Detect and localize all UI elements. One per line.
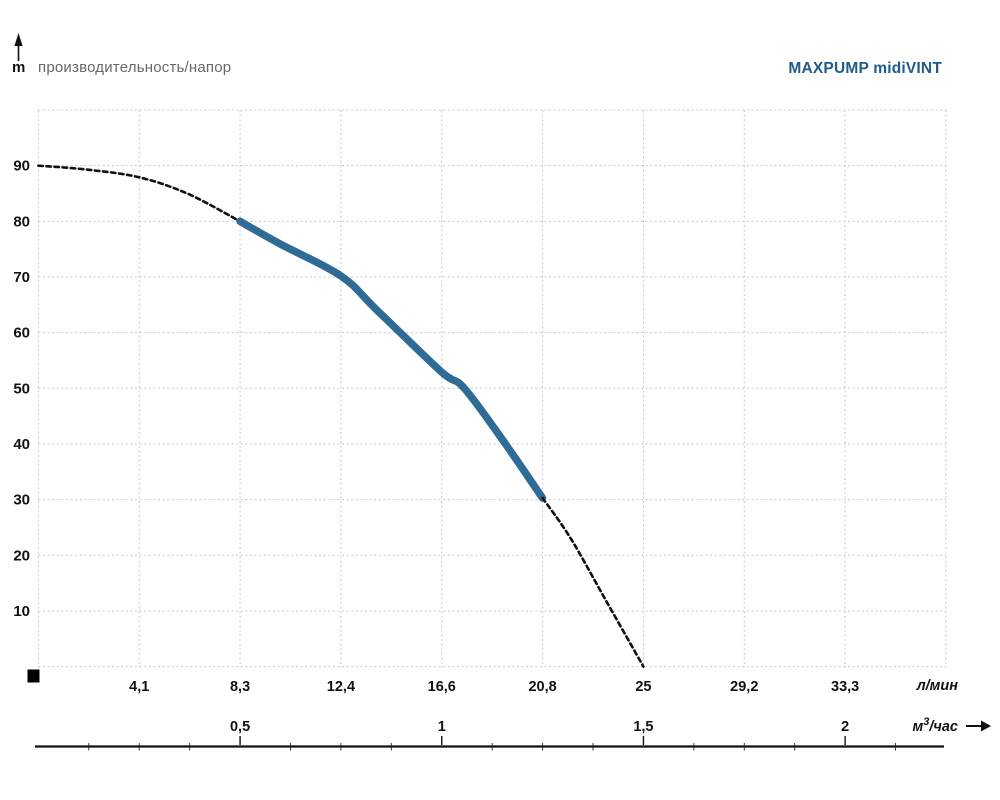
- y-axis-arrow-icon: [14, 33, 23, 61]
- y-tick-label: 50: [13, 380, 30, 397]
- y-tick-label: 70: [13, 269, 30, 286]
- x-tick-label-lmin: 33,3: [831, 679, 859, 695]
- y-tick-label: 30: [13, 492, 30, 509]
- x-tick-label-lmin: 29,2: [730, 679, 758, 695]
- x-tick-label-m3h: 1: [438, 719, 446, 735]
- pump-curve-dashed-segment: [37, 164, 242, 223]
- x-tick-label-m3h: 0,5: [230, 719, 250, 735]
- x-axis-unit-m3h: м3/час: [913, 716, 958, 735]
- x-tick-label-lmin: 4,1: [129, 679, 149, 695]
- y-tick-label: 20: [13, 547, 30, 564]
- right-arrow-icon: [981, 720, 991, 732]
- brand-label: MAXPUMP midiVINT: [788, 60, 942, 77]
- x-tick-label-lmin: 8,3: [230, 679, 250, 695]
- x-axis-unit-lmin: л/мин: [916, 678, 959, 694]
- y-axis-unit-label: m: [12, 59, 26, 76]
- y-tick-label: 60: [13, 325, 30, 342]
- origin-marker: [27, 669, 40, 683]
- pump-curve-dashed-segment: [541, 496, 645, 668]
- y-tick-label: 90: [13, 158, 30, 175]
- y-tick-label: 40: [13, 436, 30, 453]
- chart-title: производительность/напор: [38, 59, 232, 76]
- x-tick-label-m3h: 1,5: [633, 719, 653, 735]
- y-tick-label: 80: [13, 213, 30, 230]
- x-tick-label-lmin: 12,4: [327, 679, 355, 695]
- pump-curve-solid-segment: [236, 217, 547, 502]
- x-tick-label-lmin: 20,8: [528, 679, 556, 695]
- y-tick-label: 10: [13, 603, 30, 620]
- x-tick-label-lmin: 25: [635, 679, 651, 695]
- x-tick-label-lmin: 16,6: [428, 679, 456, 695]
- x-tick-label-m3h: 2: [841, 719, 849, 735]
